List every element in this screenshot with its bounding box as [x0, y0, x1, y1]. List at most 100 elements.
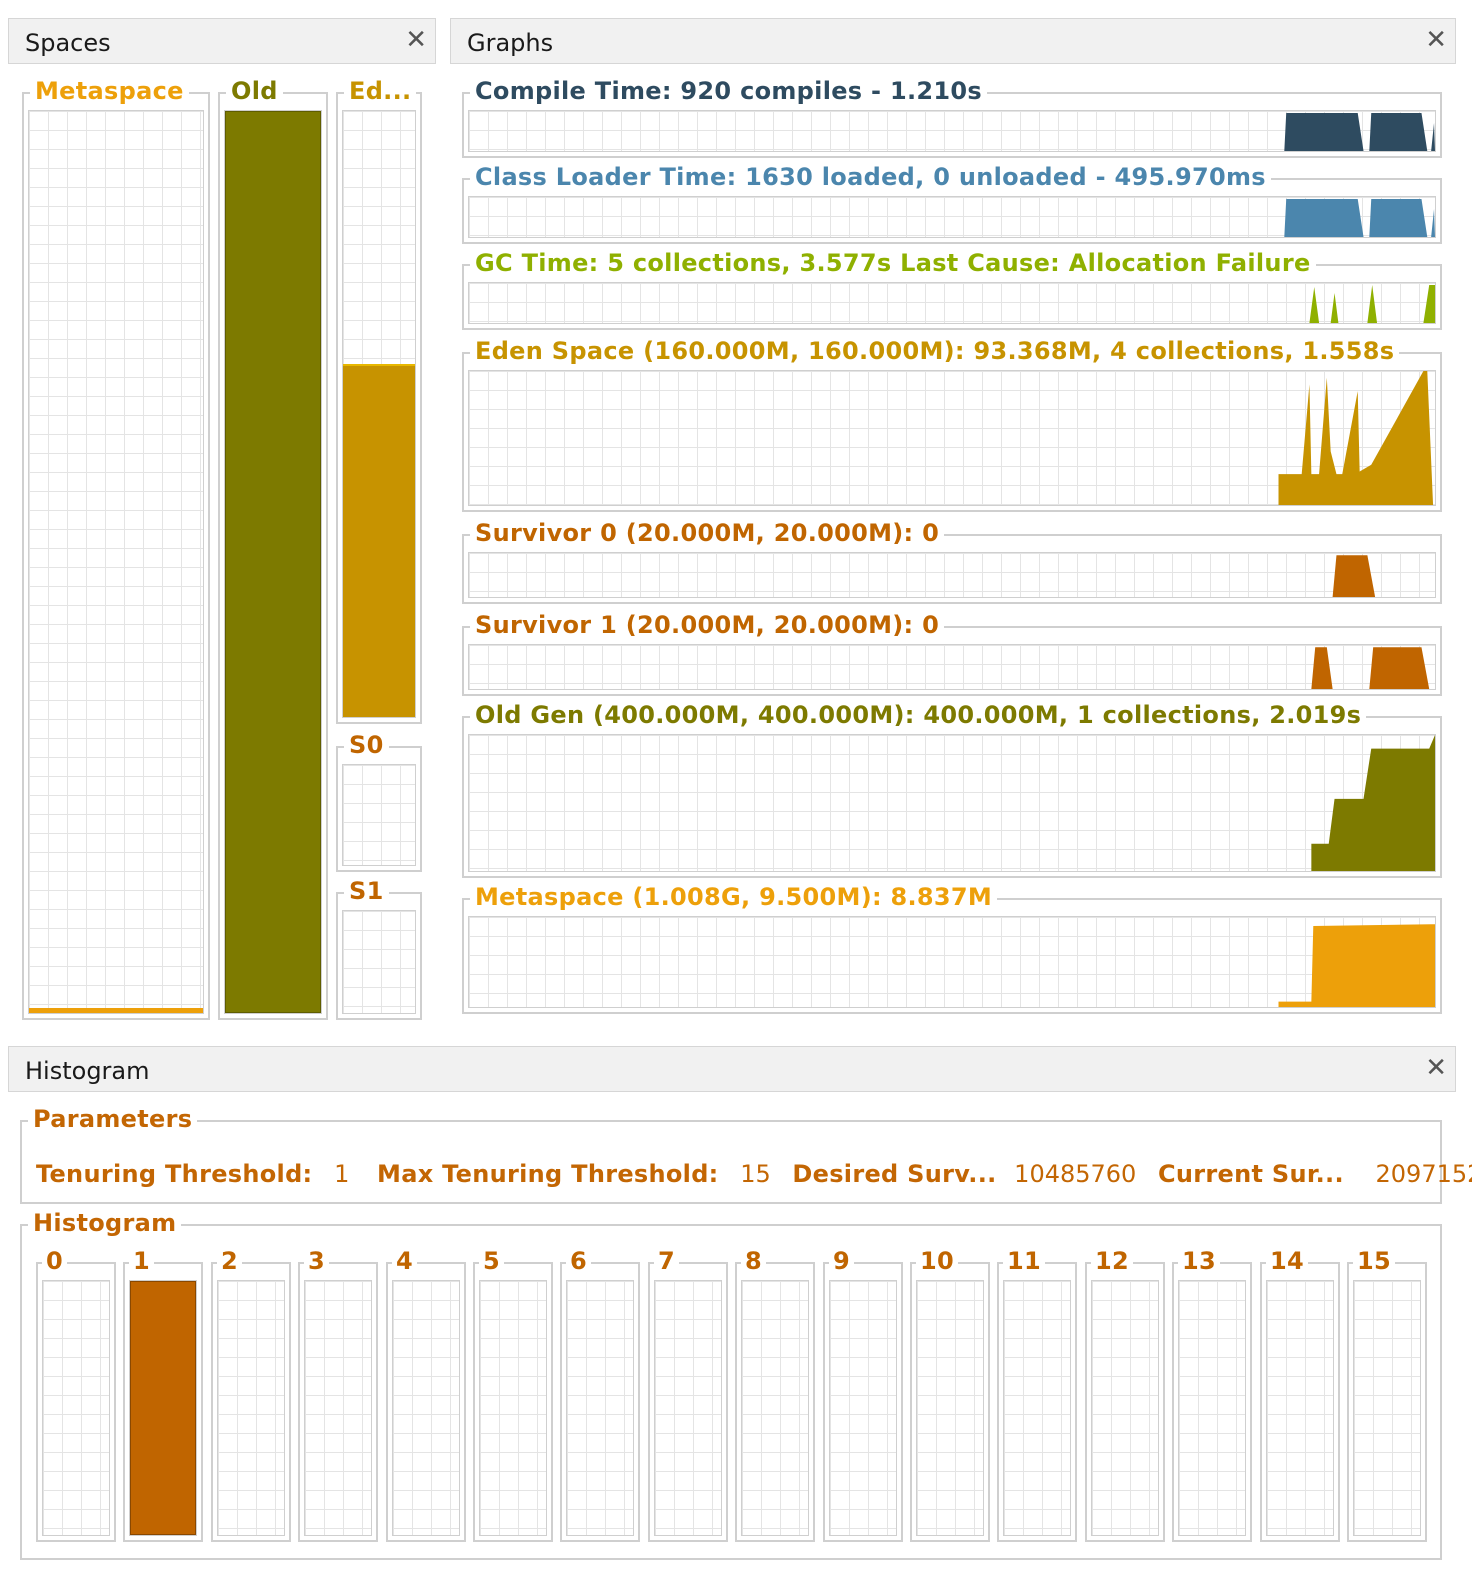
desired-survivor-value: 10485760 [1014, 1160, 1137, 1188]
histogram-bin-plot [829, 1280, 897, 1536]
histogram-bin-plot [392, 1280, 460, 1536]
histogram-bin-10: 10 [910, 1246, 990, 1542]
survivor1-graph: Survivor 1 (20.000M, 20.000M): 0 [462, 610, 1442, 696]
s1-space-plot [342, 910, 416, 1014]
class-loader-area [1284, 199, 1435, 237]
histogram-bin-plot [654, 1280, 722, 1536]
current-survivor-value: 20971520 [1375, 1160, 1472, 1188]
histogram-panel-title: Histogram [25, 1057, 150, 1085]
old-space-fill [225, 111, 321, 1013]
metaspace-graph-plot [468, 916, 1436, 1008]
eden-space-box: Ed... [336, 76, 422, 724]
old-gen-graph: Old Gen (400.000M, 400.000M): 400.000M, … [462, 700, 1442, 878]
histogram-bin-3: 3 [298, 1246, 378, 1542]
histogram-bin-2: 2 [211, 1246, 291, 1542]
compile-time-graph: Compile Time: 920 compiles - 1.210s [462, 76, 1442, 158]
survivor1-graph-plot [468, 644, 1436, 690]
close-icon[interactable]: ✕ [405, 25, 427, 55]
gc-time-plot [468, 282, 1436, 324]
histogram-bin-label: 0 [42, 1246, 67, 1276]
histogram-bin-8: 8 [735, 1246, 815, 1542]
histogram-bin-label: 2 [217, 1246, 242, 1276]
histogram-bin-label: 9 [829, 1246, 854, 1276]
gc-time-series [1309, 285, 1435, 323]
close-icon[interactable]: ✕ [1425, 25, 1447, 55]
old-space-label: Old [226, 76, 283, 106]
gc-time-area [1309, 285, 1435, 323]
histogram-bin-6: 6 [560, 1246, 640, 1542]
histogram-bin-label: 7 [654, 1246, 679, 1276]
histogram-bin-plot [1003, 1280, 1071, 1536]
histogram-bin-plot [1091, 1280, 1159, 1536]
compile-time-area [1284, 113, 1435, 151]
survivor0-graph: Survivor 0 (20.000M, 20.000M): 0 [462, 518, 1442, 604]
survivor0-graph-plot [468, 552, 1436, 598]
histogram-bin-plot [217, 1280, 285, 1536]
metaspace-graph-label: Metaspace (1.008G, 9.500M): 8.837M [470, 882, 998, 912]
histogram-bin-plot [1266, 1280, 1334, 1536]
histogram-bin-label: 10 [916, 1246, 958, 1276]
histogram-bin-plot [479, 1280, 547, 1536]
histogram-bin-label: 11 [1003, 1246, 1045, 1276]
histogram-bin-label: 3 [304, 1246, 329, 1276]
s1-space-label: S1 [344, 876, 389, 906]
spaces-panel-title: Spaces [25, 29, 111, 57]
survivor1-area [1311, 647, 1430, 689]
histogram-bin-label: 13 [1178, 1246, 1220, 1276]
histogram-bin-plot [42, 1280, 110, 1536]
class-loader-label: Class Loader Time: 1630 loaded, 0 unload… [470, 162, 1271, 192]
tenuring-threshold-label: Tenuring Threshold: [36, 1160, 313, 1188]
max-tenuring-threshold-value: 15 [740, 1160, 771, 1188]
class-loader-series [1284, 199, 1435, 237]
histogram-bin-plot [304, 1280, 372, 1536]
compile-time-label: Compile Time: 920 compiles - 1.210s [470, 76, 987, 106]
histogram-bin-1: 1 [123, 1246, 203, 1542]
eden-graph-label: Eden Space (160.000M, 160.000M): 93.368M… [470, 336, 1400, 366]
survivor1-series [1311, 647, 1430, 689]
histogram-bin-plot [916, 1280, 984, 1536]
histogram-bin-plot [1353, 1280, 1421, 1536]
s0-space-plot [342, 764, 416, 866]
histogram-bin-11: 11 [997, 1246, 1077, 1542]
parameters-group: Parameters Tenuring Threshold: 1 Max Ten… [20, 1104, 1472, 1204]
close-icon[interactable]: ✕ [1425, 1053, 1447, 1083]
histogram-bin-5: 5 [473, 1246, 553, 1542]
histogram-bin-15: 15 [1347, 1246, 1427, 1542]
histogram-panel-header: Histogram ✕ [8, 1046, 1456, 1092]
metaspace-space-label: Metaspace [30, 76, 189, 106]
histogram-bin-0: 0 [36, 1246, 116, 1542]
histogram-bin-label: 8 [741, 1246, 766, 1276]
desired-survivor-label: Desired Surv... [792, 1160, 997, 1188]
eden-space-plot [342, 110, 416, 718]
histogram-group-title: Histogram [28, 1208, 182, 1238]
histogram-bin-label: 14 [1266, 1246, 1308, 1276]
eden-series [1278, 371, 1434, 505]
histogram-bin-label: 4 [392, 1246, 417, 1276]
current-survivor-label: Current Sur... [1157, 1160, 1344, 1188]
histogram-bin-plot [741, 1280, 809, 1536]
histogram-bin-plot [129, 1280, 197, 1536]
histogram-bin-14: 14 [1260, 1246, 1340, 1542]
eden-space-label: Ed... [344, 76, 417, 106]
graphs-panel-title: Graphs [467, 29, 554, 57]
eden-area [1278, 371, 1434, 505]
histogram-bin-label: 5 [479, 1246, 504, 1276]
compile-time-plot [468, 110, 1436, 152]
histogram-group: Histogram 0 1 2 3 4 5 6 7 8 9 10 11 12 13 14 15 [20, 1208, 1442, 1560]
eden-graph-plot [468, 370, 1436, 506]
survivor0-series [1332, 555, 1376, 597]
survivor0-area [1332, 555, 1376, 597]
spaces-panel-header: Spaces ✕ [8, 18, 436, 64]
histogram-bin-label: 6 [566, 1246, 591, 1276]
metaspace-space-plot [28, 110, 204, 1014]
histogram-bin-plot [566, 1280, 634, 1536]
old-gen-series [1311, 735, 1435, 871]
parameters-row: Tenuring Threshold: 1 Max Tenuring Thres… [36, 1154, 1472, 1194]
histogram-bin-fill [130, 1281, 196, 1535]
histogram-bin-4: 4 [386, 1246, 466, 1542]
survivor1-graph-label: Survivor 1 (20.000M, 20.000M): 0 [470, 610, 945, 640]
max-tenuring-threshold-label: Max Tenuring Threshold: [377, 1160, 719, 1188]
eden-space-fill [343, 363, 415, 717]
class-loader-graph: Class Loader Time: 1630 loaded, 0 unload… [462, 162, 1442, 244]
tenuring-threshold-value: 1 [334, 1160, 350, 1188]
